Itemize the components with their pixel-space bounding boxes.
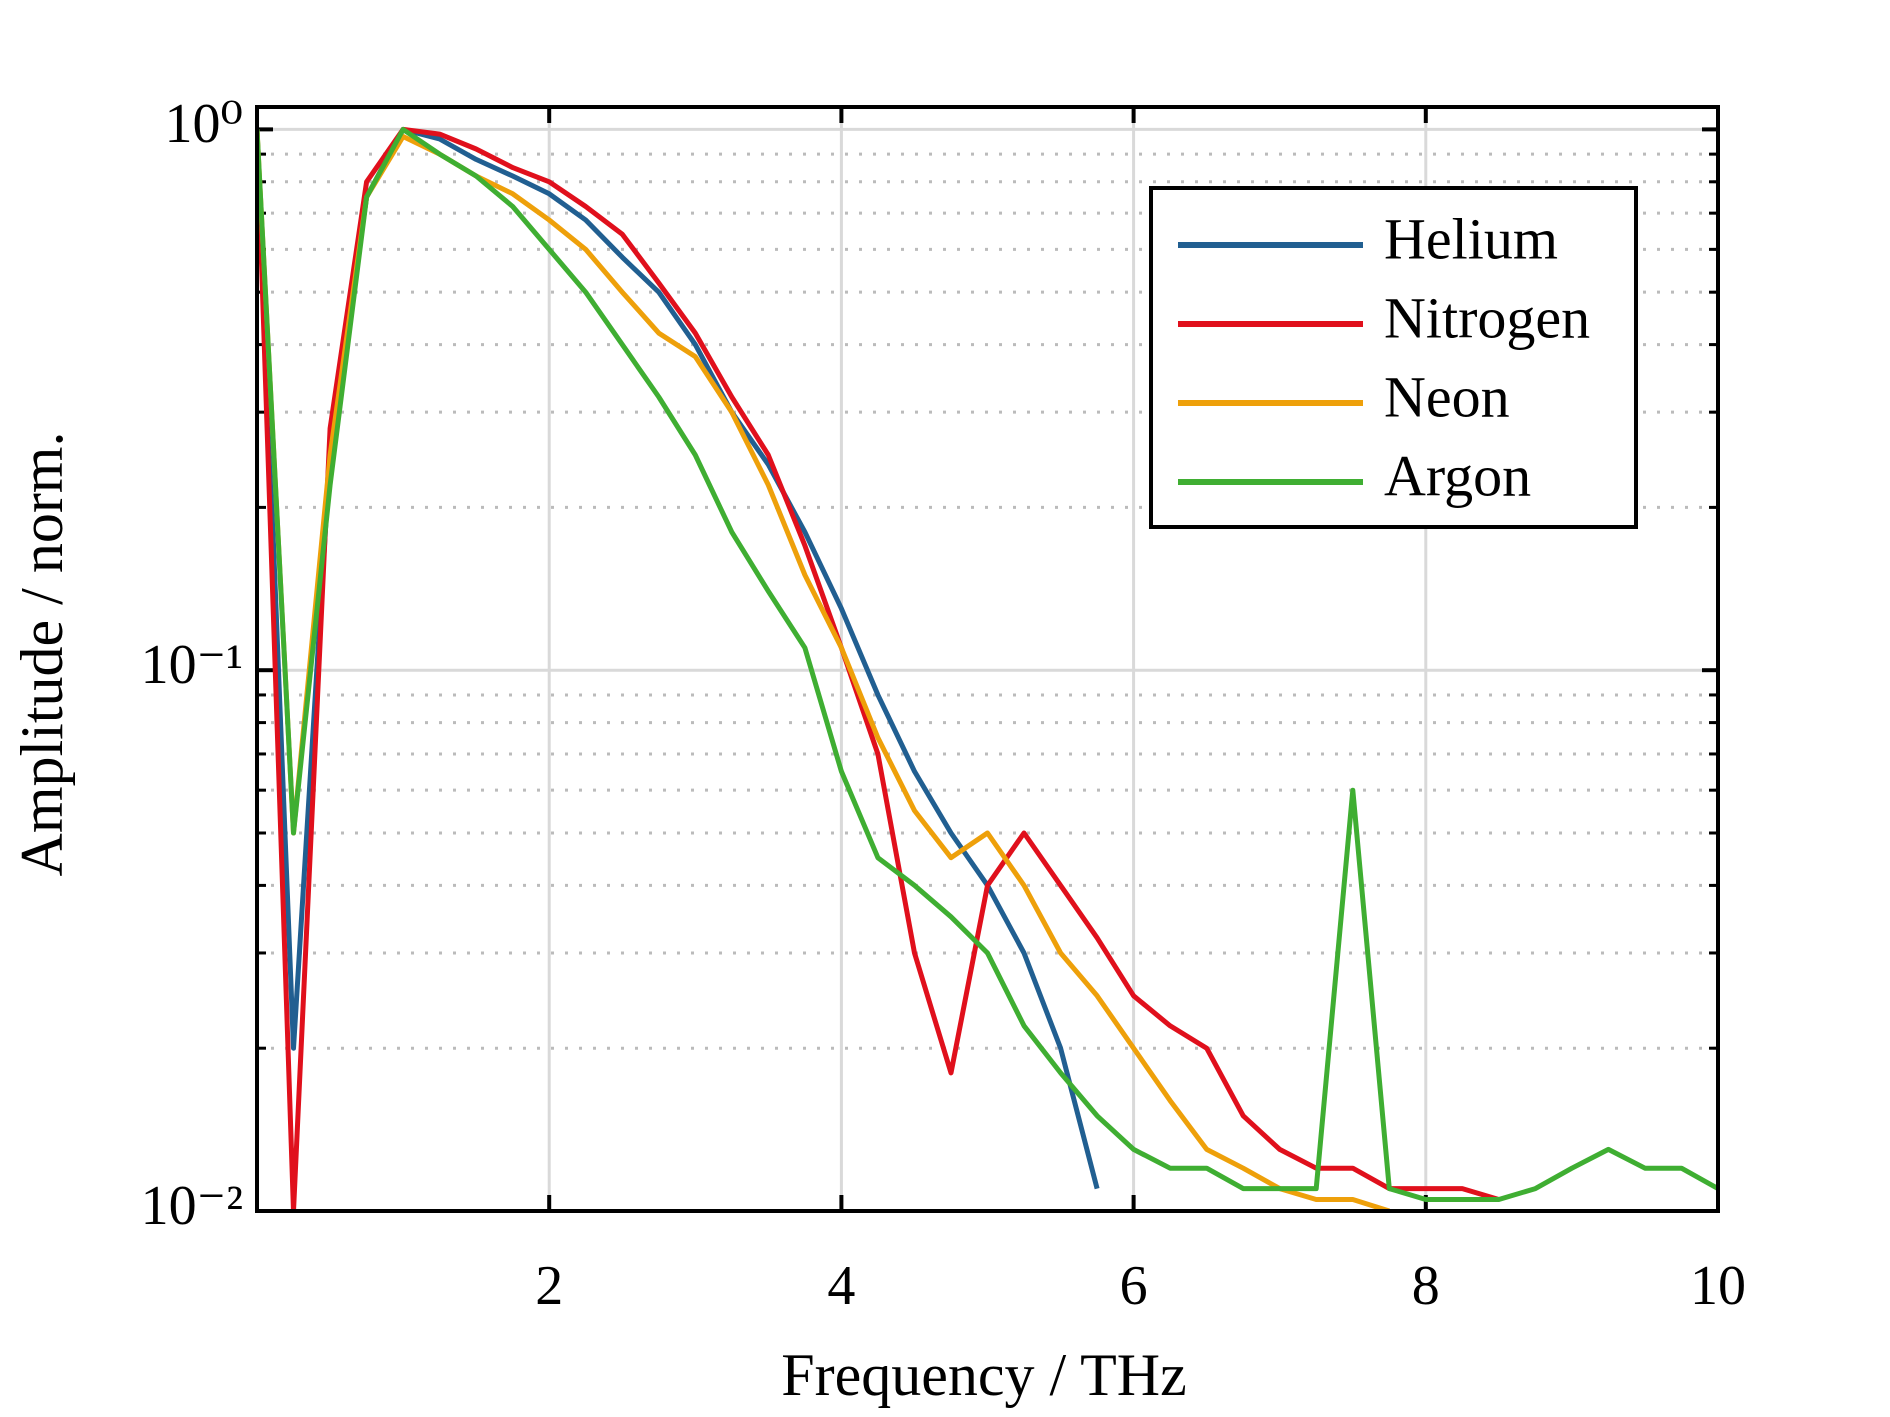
y-tick-label: 10⁰ <box>165 93 243 155</box>
x-axis-label: Frequency / THz <box>781 1342 1186 1408</box>
legend-label: Nitrogen <box>1384 285 1590 350</box>
legend-label: Argon <box>1384 443 1531 508</box>
x-tick-label: 2 <box>535 1255 563 1317</box>
x-tick-label: 8 <box>1412 1255 1440 1317</box>
legend-label: Neon <box>1384 364 1510 429</box>
y-tick-label: 10⁻² <box>141 1175 243 1237</box>
series-line <box>257 126 1100 1190</box>
x-tick-label: 6 <box>1120 1255 1148 1317</box>
y-tick-label: 10⁻¹ <box>141 634 243 696</box>
legend-label: Helium <box>1384 206 1558 271</box>
plot-area <box>257 129 1718 1211</box>
series-line <box>257 126 1718 1202</box>
x-tick-label: 4 <box>827 1255 855 1317</box>
plot-frame <box>255 105 1720 1213</box>
y-axis-label: Amplitude / norm. <box>9 432 75 877</box>
x-tick-label: 10 <box>1690 1255 1746 1317</box>
